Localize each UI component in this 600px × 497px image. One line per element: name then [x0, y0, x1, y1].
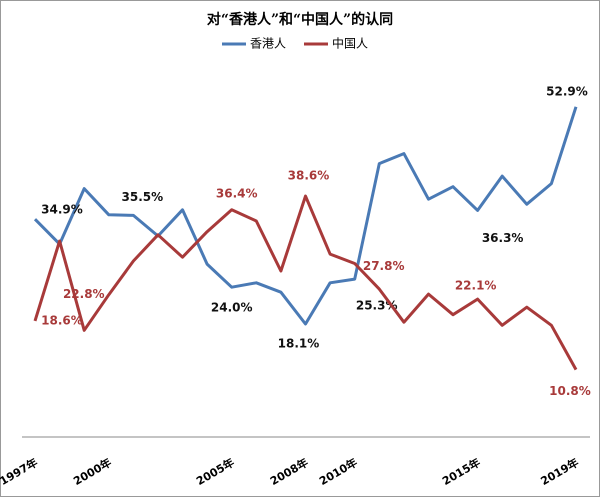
data-label: 24.0%: [211, 301, 253, 315]
data-label: 18.6%: [41, 313, 83, 327]
data-label: 27.8%: [363, 259, 405, 273]
data-label: 38.6%: [288, 169, 330, 183]
legend-label: 中国人: [332, 36, 368, 51]
series-line: [33, 106, 578, 326]
data-label: 36.4%: [216, 186, 258, 200]
data-label: 34.9%: [41, 203, 83, 217]
data-label: 22.8%: [63, 287, 105, 301]
legend-label: 香港人: [250, 37, 286, 51]
data-label: 36.3%: [482, 231, 524, 245]
series-line: [33, 194, 578, 371]
data-label: 18.1%: [278, 337, 320, 351]
data-label: 10.8%: [549, 384, 591, 398]
chart-title: 对“香港人”和“中国人”的认同: [207, 11, 393, 28]
data-label: 52.9%: [546, 84, 588, 98]
data-label: 22.1%: [455, 279, 497, 293]
data-label: 35.5%: [122, 190, 164, 204]
